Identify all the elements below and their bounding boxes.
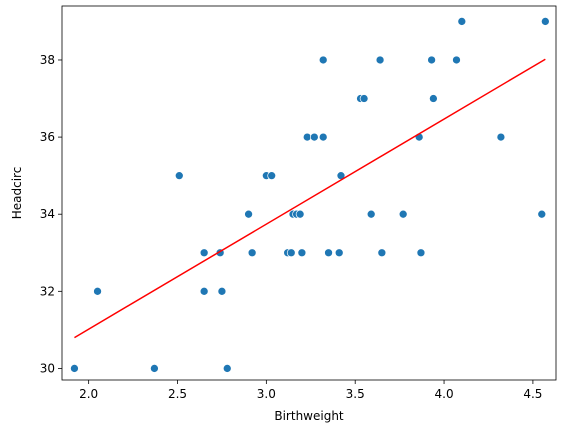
data-point — [199, 286, 209, 296]
data-point — [318, 55, 328, 65]
data-point — [70, 364, 79, 373]
regression-line — [74, 58, 546, 339]
x-axis-label: Birthweight — [274, 409, 344, 423]
y-tick-label: 34 — [40, 207, 55, 221]
data-point — [318, 132, 328, 142]
x-axis-ticks: 2.0 2.5 3.0 3.5 4.0 4.5 — [79, 380, 542, 401]
x-tick-label: 4.0 — [435, 387, 454, 401]
y-tick-label: 30 — [40, 361, 55, 375]
data-point — [429, 94, 438, 103]
y-tick-label: 36 — [40, 130, 55, 144]
data-point — [295, 209, 305, 219]
data-point — [150, 364, 159, 373]
x-tick-label: 3.0 — [257, 387, 276, 401]
data-point — [496, 132, 506, 142]
y-axis-label: Headcirc — [10, 167, 24, 220]
data-point — [309, 132, 319, 142]
data-point — [267, 171, 277, 180]
data-point — [537, 209, 547, 219]
plot-frame — [61, 5, 557, 381]
data-point — [93, 286, 102, 296]
data-point — [540, 17, 550, 26]
data-point — [297, 248, 307, 258]
data-point — [217, 286, 227, 296]
data-point — [427, 55, 436, 65]
data-point — [324, 248, 333, 258]
x-tick-label: 2.5 — [168, 387, 187, 401]
data-point — [359, 94, 369, 103]
data-point — [398, 209, 408, 219]
data-point — [366, 209, 376, 219]
data-point — [377, 248, 387, 258]
x-tick-label: 4.5 — [523, 387, 542, 401]
data-point — [334, 248, 344, 258]
data-point — [286, 248, 296, 258]
data-point — [247, 248, 257, 258]
data-point — [457, 17, 467, 26]
data-point — [222, 364, 232, 373]
data-point — [199, 248, 209, 258]
x-tick-label: 2.0 — [79, 387, 98, 401]
y-tick-label: 38 — [40, 53, 55, 67]
plot-area — [62, 6, 556, 380]
data-point — [452, 55, 461, 65]
data-point — [416, 248, 426, 258]
y-tick-label: 32 — [40, 284, 55, 298]
x-tick-label: 3.5 — [346, 387, 365, 401]
y-axis-ticks: 30 32 34 36 38 — [40, 53, 62, 375]
points-layer — [70, 17, 550, 373]
data-point — [244, 209, 253, 219]
data-point — [174, 171, 184, 180]
data-point — [375, 55, 385, 65]
